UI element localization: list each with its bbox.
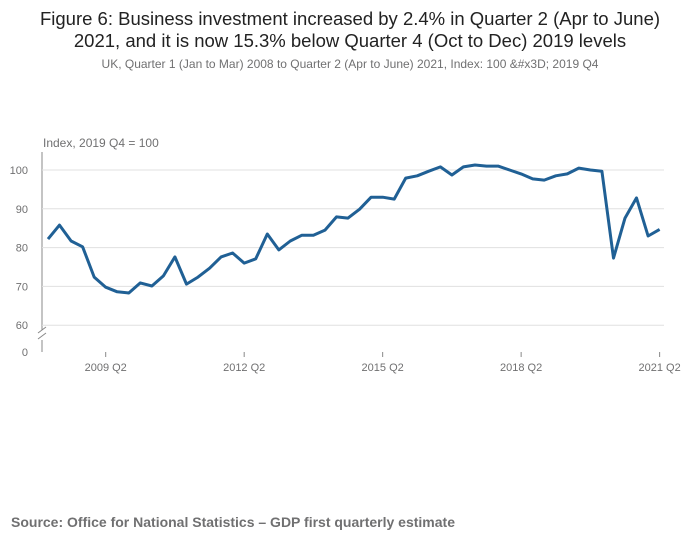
y-tick-label: 60 xyxy=(16,320,28,332)
x-tick-label: 2012 Q2 xyxy=(223,362,265,374)
chart-title: Figure 6: Business investment increased … xyxy=(0,8,700,52)
x-tick-label: 2015 Q2 xyxy=(362,362,404,374)
series-line xyxy=(46,163,661,295)
y-tick-label: 80 xyxy=(16,243,28,255)
y-tick-label: 70 xyxy=(16,281,28,293)
y-tick-label: 90 xyxy=(16,204,28,216)
y-tick-label: 0 xyxy=(22,347,28,359)
source-note: Source: Office for National Statistics –… xyxy=(11,514,455,530)
axis-break-marker xyxy=(37,326,47,340)
x-tick-label: 2021 Q2 xyxy=(639,362,681,374)
y-axis-label: Index, 2019 Q4 = 100 xyxy=(43,136,159,150)
x-tick-label: 2018 Q2 xyxy=(500,362,542,374)
title-line-1: Figure 6: Business investment increased … xyxy=(39,8,661,29)
y-tick-label: 100 xyxy=(10,165,28,177)
x-tick-label: 2009 Q2 xyxy=(85,362,127,374)
title-line-2: 2021, and it is now 15.3% below Quarter … xyxy=(73,30,627,51)
chart-subtitle: UK, Quarter 1 (Jan to Mar) 2008 to Quart… xyxy=(101,57,599,71)
